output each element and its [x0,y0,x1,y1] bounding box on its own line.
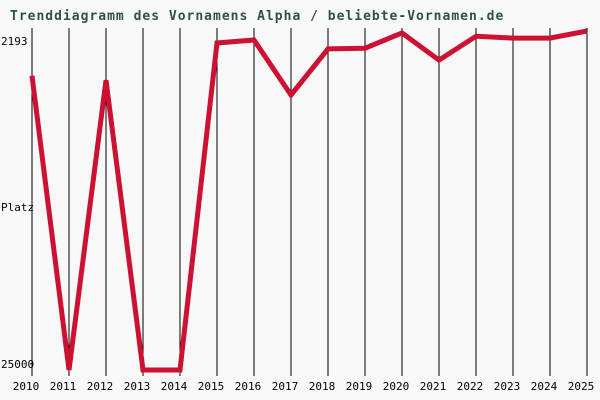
chart-title: Trenddiagramm des Vornamens Alpha / beli… [10,9,505,24]
x-tick-label: 2014 [161,380,188,393]
x-tick-label: 2022 [457,380,484,393]
x-tick-label: 2012 [87,380,114,393]
y-tick-max-rank: 25000 [1,358,35,371]
x-tick-label: 2024 [531,380,558,393]
x-tick-label: 2020 [383,380,410,393]
x-tick-label: 2019 [346,380,373,393]
x-tick-label: 2016 [235,380,262,393]
trend-line [29,28,588,373]
x-tick-label: 2017 [272,380,299,393]
y-tick-best-rank: 2193 [1,35,28,48]
x-tick-label: 2015 [198,380,225,393]
x-tick-label: 2025 [568,380,595,393]
x-tick-label: 2011 [50,380,77,393]
x-tick-label: 2023 [494,380,521,393]
x-tick-label: 2021 [420,380,447,393]
x-tick-label: 2013 [124,380,151,393]
y-axis-label: Platz [1,201,35,214]
x-tick-label: 2010 [13,380,40,393]
x-tick-label: 2018 [309,380,336,393]
